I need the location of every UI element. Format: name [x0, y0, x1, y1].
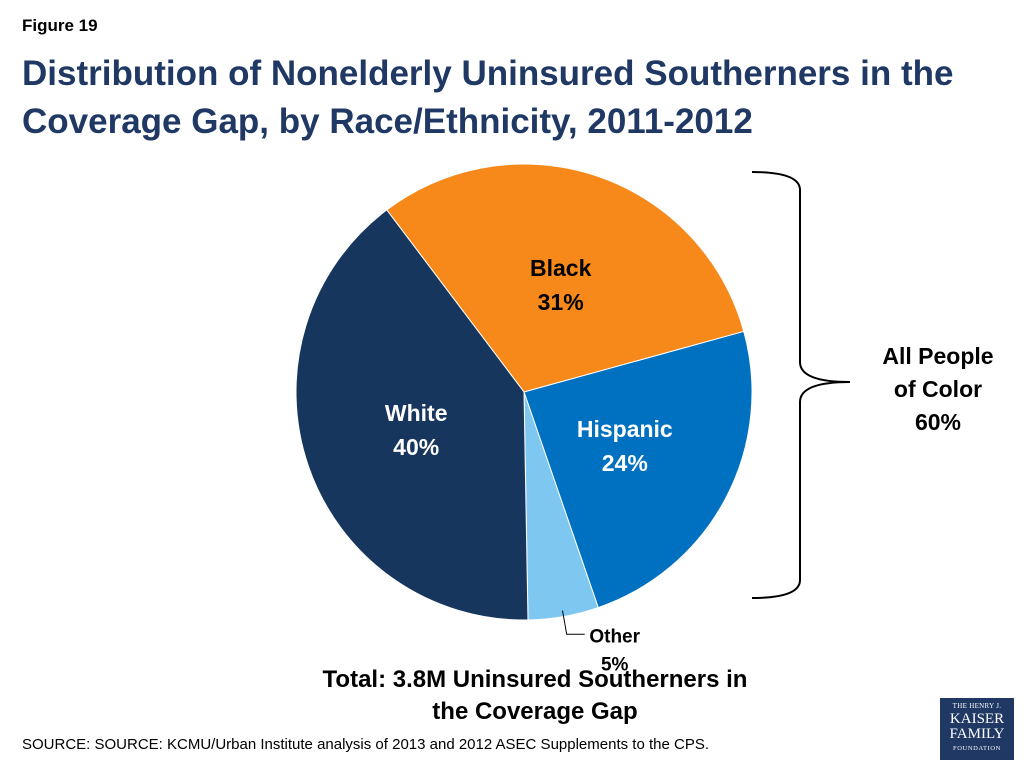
slice-label-white: White	[385, 400, 448, 426]
logo-line3: FAMILY	[949, 726, 1005, 742]
chart-title: Distribution of Nonelderly Uninsured Sou…	[22, 50, 1002, 146]
pie-slice-hispanic	[523, 330, 753, 609]
slice-label-hispanic: Hispanic	[577, 416, 673, 442]
slice-value-black: 31%	[538, 289, 584, 315]
pie-slice-black	[386, 163, 745, 393]
pie-slices	[295, 163, 753, 621]
slice-value-hispanic: 24%	[602, 450, 648, 476]
source-note: SOURCE: SOURCE: KCMU/Urban Institute ana…	[22, 736, 709, 753]
total-note-line2: the Coverage Gap	[432, 698, 638, 725]
pie-slice-white	[295, 209, 529, 621]
logo-line2: KAISER	[949, 711, 1005, 727]
logo-line4: FOUNDATION	[953, 745, 1001, 752]
chart-title-line1: Distribution of Nonelderly Uninsured Sou…	[22, 54, 954, 93]
slice-label-black: Black	[530, 255, 592, 281]
leader-line-other	[562, 610, 585, 635]
logo-line1: THE HENRY J.	[952, 702, 1002, 710]
kff-logo: THE HENRY J. KAISER FAMILY FOUNDATION	[940, 698, 1014, 760]
bracket-label-line2: of Color	[894, 376, 982, 402]
bracket-shape	[751, 171, 851, 599]
total-note: Total: 3.8M Uninsured Southerners in the…	[280, 664, 790, 728]
pie-labels: Black 31% Hispanic 24% Other 5% White 40%	[385, 255, 673, 675]
figure-label: Figure 19	[22, 16, 98, 35]
chart-title-line2: Coverage Gap, by Race/Ethnicity, 2011-20…	[22, 102, 753, 141]
slice-value-other: 5%	[601, 654, 629, 675]
slice-value-white: 40%	[393, 434, 439, 460]
total-note-line1: Total: 3.8M Uninsured Southerners in	[322, 666, 748, 693]
slice-label-other: Other	[589, 626, 640, 647]
bracket-label-line1: All People	[882, 343, 993, 369]
bracket-label-value: 60%	[915, 409, 961, 435]
